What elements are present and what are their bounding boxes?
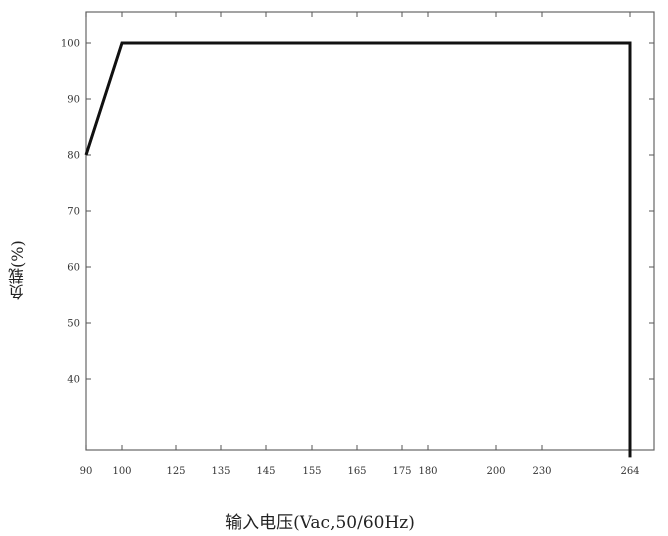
x-tick-label-165: 165: [347, 466, 366, 477]
plot-frame: [85, 11, 655, 451]
x-axis-label: 输入电压(Vac,50/60Hz): [225, 513, 415, 533]
x-tick-label-175: 175: [392, 466, 411, 477]
y-tick-label-40: 40: [67, 375, 80, 386]
x-tick-label-145: 145: [256, 466, 275, 477]
x-axis-ticks: 90 100 125 135 145 155 165 175 180 200 230 264: [80, 12, 640, 477]
y-tick-label-70: 70: [67, 207, 80, 218]
x-tick-label-200: 200: [486, 466, 505, 477]
x-tick-label-125: 125: [166, 466, 185, 477]
y-axis-ticks: 40 50 60 70 80 90 100: [61, 39, 654, 386]
y-tick-label-90: 90: [67, 95, 80, 106]
series-layer: [84, 41, 632, 458]
x-tick-label-180: 180: [418, 466, 437, 477]
y-tick-label-80: 80: [67, 151, 80, 162]
series-line-0: [84, 41, 632, 458]
x-tick-label-100: 100: [112, 466, 131, 477]
y-tick-label-50: 50: [67, 319, 80, 330]
y-tick-label-100: 100: [61, 39, 80, 50]
x-tick-label-230: 230: [532, 466, 551, 477]
x-tick-label-135: 135: [211, 466, 230, 477]
x-tick-label-90: 90: [80, 466, 93, 477]
y-tick-label-60: 60: [67, 263, 80, 274]
y-axis-label: 负载(%): [8, 240, 27, 300]
x-tick-label-155: 155: [302, 466, 321, 477]
x-tick-label-264: 264: [620, 466, 639, 477]
